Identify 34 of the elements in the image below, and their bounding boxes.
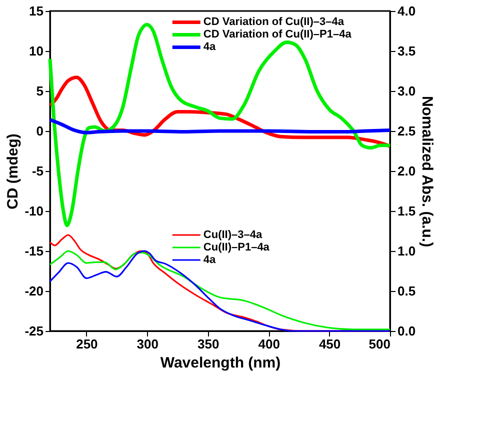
y2-tick-label: 0.5 xyxy=(398,284,416,298)
y-axis-title: CD (mdeg) xyxy=(4,134,22,210)
x-tick-label: 350 xyxy=(198,336,220,352)
y-tick-label: -20 xyxy=(24,284,44,298)
y2-tick-label: 2.0 xyxy=(398,164,416,178)
y-tick-label: 5 xyxy=(36,84,44,98)
x-tick-label: 400 xyxy=(258,336,280,352)
legend-label: CD Variation of Cu(II)–P1–4a xyxy=(203,28,352,41)
legend-label: 4a xyxy=(203,41,217,54)
y2-tick-label: 4.0 xyxy=(398,4,416,18)
y-tick-label: -25 xyxy=(24,324,44,338)
x-tick-label: 450 xyxy=(318,336,341,352)
y-tick-label: -10 xyxy=(24,204,44,218)
y2-tick-label: 1.0 xyxy=(398,244,416,258)
legend-label: Cu(II)–P1–4a xyxy=(203,242,270,254)
legend-label: 4a xyxy=(203,254,217,266)
y-tick-label: 0 xyxy=(36,124,44,138)
line-series xyxy=(48,118,392,134)
y2-tick-label: 3.0 xyxy=(398,84,416,98)
y-tick-label: 10 xyxy=(29,44,44,58)
x-tick-label: 250 xyxy=(76,336,98,352)
legend-label: CD Variation of Cu(II)–3–4a xyxy=(203,16,345,28)
y2-axis-title: Nomalized Abs. (a.u.) xyxy=(418,96,436,248)
y-tick-label: -5 xyxy=(32,164,44,178)
y-tick-label: 15 xyxy=(29,4,44,18)
y-tick-label: -15 xyxy=(24,244,44,258)
x-tick-label: 500 xyxy=(368,336,390,352)
y2-tick-label: 2.5 xyxy=(398,124,416,138)
x-tick-label: 300 xyxy=(136,336,158,352)
y2-tick-label: 3.5 xyxy=(398,44,416,58)
y2-tick-label: 0.0 xyxy=(398,324,416,338)
x-axis-title: Wavelength (nm) xyxy=(160,354,281,372)
y2-tick-label: 1.5 xyxy=(398,204,416,218)
legend-label: Cu(II)–3–4a xyxy=(203,229,263,241)
